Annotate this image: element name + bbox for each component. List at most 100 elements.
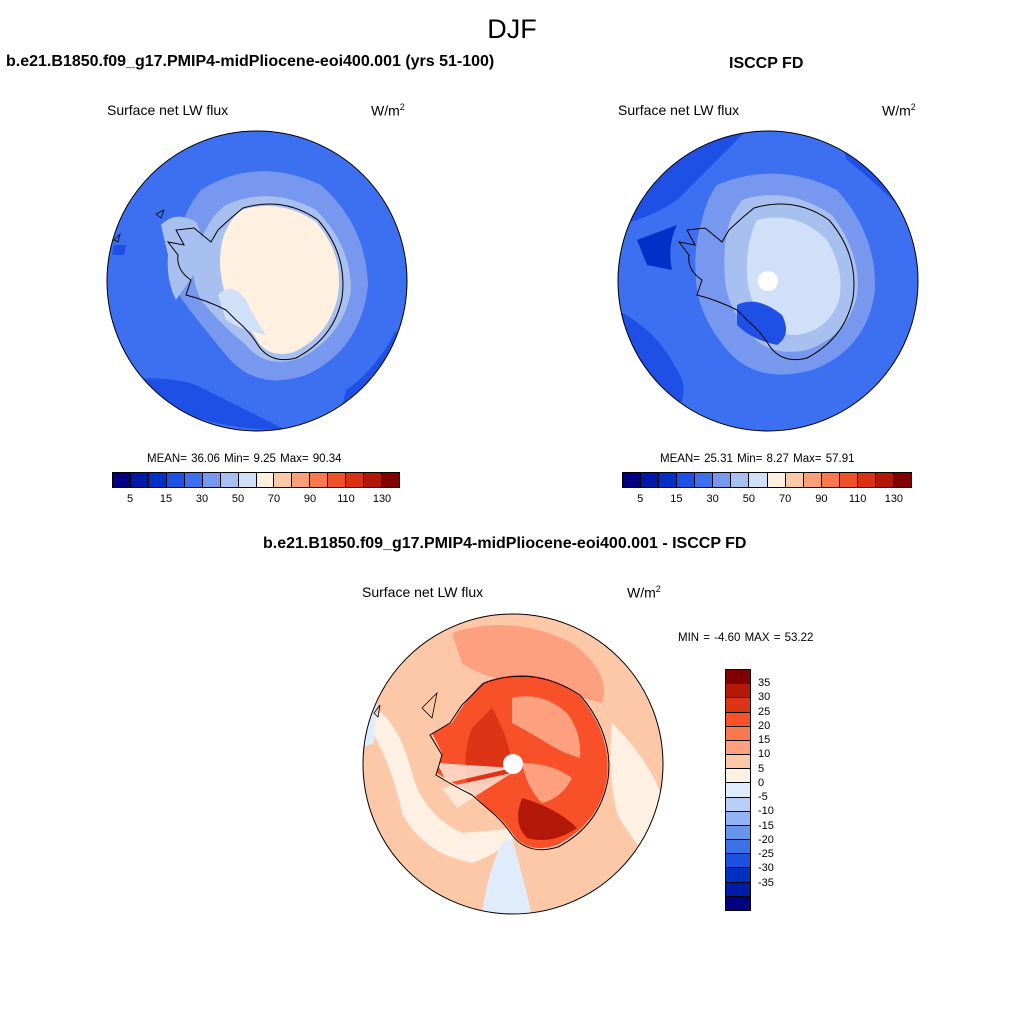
colorbar-swatch <box>726 825 750 841</box>
model-colorbar-ticks: 5 15 30 50 70 90 110 130 <box>112 493 400 507</box>
colorbar-swatch <box>726 811 750 826</box>
colorbar-tick-label: 70 <box>779 493 792 505</box>
colorbar-tick-label: 70 <box>267 493 281 505</box>
colorbar-swatch <box>726 783 750 798</box>
model-polar-map <box>106 130 408 432</box>
colorbar-swatch <box>346 473 365 487</box>
diff-negative-region <box>482 838 532 914</box>
colorbar-swatch <box>726 868 750 883</box>
colorbar-tick-label: -35 <box>758 876 774 889</box>
colorbar-swatch <box>785 473 804 487</box>
obs-stats: MEAN= 25.31 Min= 8.27 Max= 57.91 <box>660 453 855 465</box>
colorbar-tick-label: 35 <box>758 677 771 690</box>
colorbar-tick-label: 15 <box>758 734 771 747</box>
obs-coastline <box>677 203 855 361</box>
colorbar-swatch <box>641 473 660 487</box>
colorbar-tick-label: 30 <box>195 493 209 505</box>
obs-missing-data-pole <box>758 271 778 291</box>
colorbar-swatch <box>148 473 167 487</box>
colorbar-tick-label: 110 <box>848 493 867 505</box>
colorbar-tick-label: -5 <box>758 791 768 804</box>
diff-stats: MIN = -4.60 MAX = 53.22 <box>678 632 814 644</box>
colorbar-swatch <box>713 473 732 487</box>
colorbar-tick-label: 50 <box>231 493 245 505</box>
colorbar-tick-label: 130 <box>884 493 904 505</box>
colorbar-swatch <box>821 473 840 487</box>
colorbar-tick-label: 5 <box>758 762 765 775</box>
colorbar-swatch <box>695 473 714 487</box>
colorbar-swatch <box>726 896 750 910</box>
colorbar-swatch <box>726 670 750 685</box>
colorbar-swatch <box>726 698 750 713</box>
colorbar-tick-label: 5 <box>637 493 644 505</box>
colorbar-tick-label: -30 <box>758 862 774 875</box>
diff-coastline <box>429 675 610 851</box>
colorbar-swatch <box>726 726 750 741</box>
colorbar-tick-label: 0 <box>758 776 765 789</box>
model-variable-label: Surface net LW flux <box>107 102 229 118</box>
colorbar-swatch <box>749 473 768 487</box>
diff-colorbar-ticks: 35 30 25 20 15 10 5 0 -5 -10 -15 -20 -25 -30 -35 <box>758 669 798 911</box>
obs-units-label: W/m2 <box>882 102 916 119</box>
colorbar-swatch <box>726 840 750 855</box>
colorbar-tick-label: 15 <box>670 493 683 505</box>
colorbar-swatch <box>839 473 858 487</box>
colorbar-tick-label: 10 <box>758 748 771 761</box>
diff-variable-label: Surface net LW flux <box>362 584 484 600</box>
colorbar-tick-label: 90 <box>815 493 828 505</box>
model-coastline <box>166 203 344 361</box>
colorbar-swatch <box>166 473 185 487</box>
colorbar-tick-label: 110 <box>337 493 355 505</box>
colorbar-swatch <box>220 473 239 487</box>
colorbar-swatch <box>677 473 696 487</box>
colorbar-swatch <box>184 473 203 487</box>
colorbar-tick-label: 50 <box>742 493 755 505</box>
diff-max-positive-region <box>465 708 512 785</box>
colorbar-swatch <box>659 473 678 487</box>
colorbar-tick-label: -25 <box>758 848 774 861</box>
colorbar-swatch <box>328 473 347 487</box>
obs-panel-title: ISCCP FD <box>729 55 804 72</box>
obs-colorbar <box>622 472 912 488</box>
model-colorbar <box>112 472 400 488</box>
model-low-flux-region <box>126 378 286 430</box>
colorbar-tick-label: 20 <box>758 719 771 732</box>
colorbar-swatch <box>767 473 786 487</box>
colorbar-swatch <box>202 473 221 487</box>
diff-missing-data-pole <box>503 754 523 774</box>
model-panel-title: b.e21.B1850.f09_g17.PMIP4-midPliocene-eo… <box>6 53 495 70</box>
model-stats: MEAN= 36.06 Min= 9.25 Max= 90.34 <box>147 453 342 465</box>
diff-units-label: W/m2 <box>627 584 661 601</box>
colorbar-swatch <box>726 769 750 784</box>
colorbar-swatch <box>256 473 275 487</box>
colorbar-tick-label: 130 <box>372 493 392 505</box>
obs-colorbar-ticks: 5 15 30 50 70 90 110 130 <box>622 493 912 507</box>
colorbar-swatch <box>857 473 876 487</box>
diff-map-border <box>362 613 664 915</box>
obs-map-border <box>617 130 919 432</box>
colorbar-tick-label: 25 <box>758 705 771 718</box>
colorbar-swatch <box>726 797 750 812</box>
colorbar-tick-label: 15 <box>159 493 173 505</box>
colorbar-swatch <box>875 473 894 487</box>
obs-plateau-high-flux <box>746 217 841 335</box>
diff-colorbar <box>725 669 751 911</box>
colorbar-swatch <box>623 473 642 487</box>
colorbar-swatch <box>726 712 750 727</box>
obs-polar-map <box>617 130 919 432</box>
colorbar-tick-label: -20 <box>758 833 774 846</box>
colorbar-tick-label: 5 <box>126 493 134 505</box>
colorbar-swatch <box>382 473 399 487</box>
colorbar-tick-label: -15 <box>758 819 774 832</box>
colorbar-swatch <box>274 473 293 487</box>
colorbar-swatch <box>726 882 750 897</box>
model-map-border <box>106 130 408 432</box>
colorbar-swatch <box>238 473 257 487</box>
obs-variable-label: Surface net LW flux <box>618 102 740 118</box>
colorbar-tick-label: -10 <box>758 805 774 818</box>
colorbar-swatch <box>726 854 750 869</box>
colorbar-swatch <box>893 473 911 487</box>
colorbar-tick-label: 30 <box>758 691 771 704</box>
colorbar-swatch <box>364 473 383 487</box>
model-units-label: W/m2 <box>371 102 405 119</box>
